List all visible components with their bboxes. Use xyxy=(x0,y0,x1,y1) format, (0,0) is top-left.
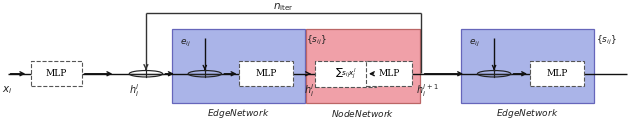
Text: $\mathit{EdgeNetwork}$: $\mathit{EdgeNetwork}$ xyxy=(207,107,269,121)
FancyBboxPatch shape xyxy=(31,61,82,86)
FancyBboxPatch shape xyxy=(366,61,412,86)
Text: $h_i^{l+1}$: $h_i^{l+1}$ xyxy=(416,83,439,99)
FancyBboxPatch shape xyxy=(306,29,420,103)
Text: MLP: MLP xyxy=(378,69,400,78)
Text: $\mathit{NodeNetwork}$: $\mathit{NodeNetwork}$ xyxy=(332,108,394,120)
Text: $\{s_{ij}\}$: $\{s_{ij}\}$ xyxy=(306,34,326,47)
Text: $h_i^l$: $h_i^l$ xyxy=(129,83,140,99)
Text: $n_{\mathrm{iter}}$: $n_{\mathrm{iter}}$ xyxy=(273,1,294,13)
Text: MLP: MLP xyxy=(45,69,67,78)
FancyBboxPatch shape xyxy=(172,29,305,103)
FancyBboxPatch shape xyxy=(239,61,293,86)
Text: $\sum s_{ij}x_j^l$: $\sum s_{ij}x_j^l$ xyxy=(335,67,356,81)
Text: $e_{ij}$: $e_{ij}$ xyxy=(180,38,191,49)
Text: $\{s_{ij}\}$: $\{s_{ij}\}$ xyxy=(596,34,617,47)
FancyBboxPatch shape xyxy=(461,29,594,103)
Text: $\mathit{EdgeNetwork}$: $\mathit{EdgeNetwork}$ xyxy=(496,107,559,121)
FancyBboxPatch shape xyxy=(529,61,584,86)
Text: $e_{ij}$: $e_{ij}$ xyxy=(469,38,481,49)
FancyBboxPatch shape xyxy=(316,61,376,87)
Text: $x_i$: $x_i$ xyxy=(3,84,13,96)
Text: MLP: MLP xyxy=(255,69,277,78)
Text: $h_i^l$: $h_i^l$ xyxy=(305,83,315,99)
Text: MLP: MLP xyxy=(546,69,568,78)
